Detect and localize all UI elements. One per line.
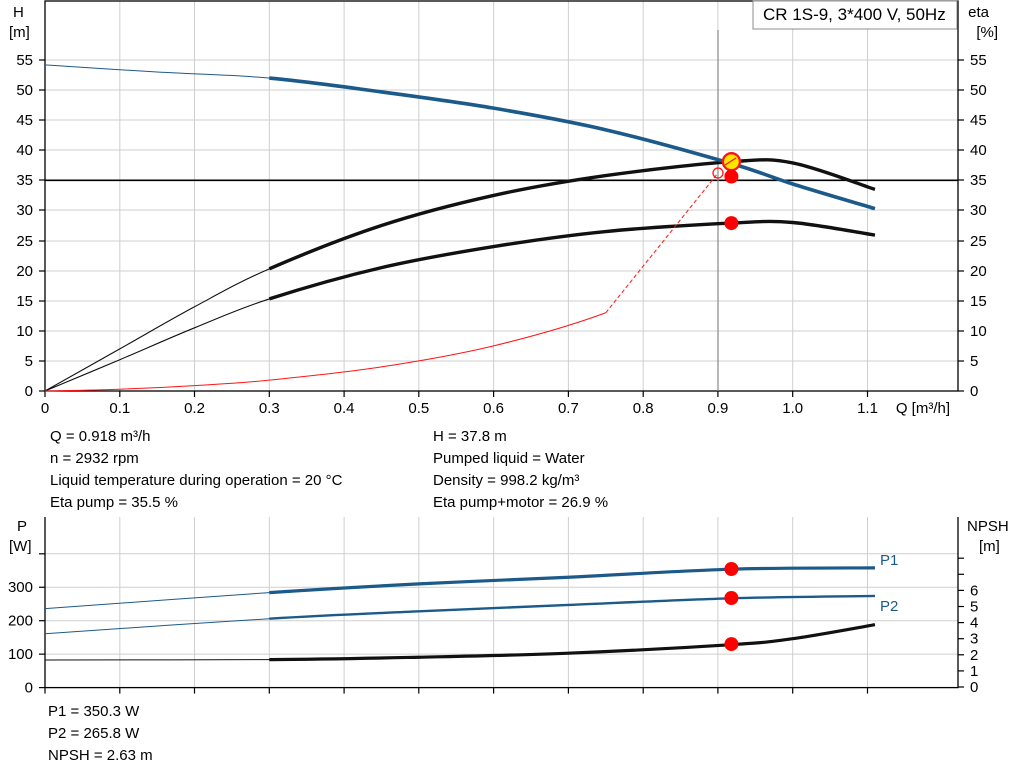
svg-text:1.0: 1.0 (782, 400, 803, 417)
svg-text:15: 15 (970, 293, 987, 310)
svg-text:1: 1 (970, 663, 978, 680)
svg-text:55: 55 (970, 52, 987, 69)
svg-text:0: 0 (41, 400, 49, 417)
svg-text:35: 35 (970, 172, 987, 189)
svg-text:40: 40 (16, 142, 33, 159)
svg-text:0: 0 (25, 383, 33, 400)
svg-text:35: 35 (16, 172, 33, 189)
svg-text:10: 10 (970, 323, 987, 340)
svg-text:0: 0 (970, 383, 978, 400)
svg-text:45: 45 (970, 112, 987, 129)
svg-text:20: 20 (16, 263, 33, 280)
svg-text:P: P (17, 518, 27, 535)
svg-text:10: 10 (16, 323, 33, 340)
svg-text:3: 3 (970, 631, 978, 648)
svg-text:[m]: [m] (979, 538, 1000, 555)
svg-text:20: 20 (970, 263, 987, 280)
svg-text:Q [m³/h]: Q [m³/h] (896, 400, 950, 417)
svg-text:2: 2 (970, 647, 978, 664)
svg-text:0.9: 0.9 (707, 400, 728, 417)
svg-text:0: 0 (970, 679, 978, 696)
svg-text:[%]: [%] (976, 24, 998, 41)
svg-text:0.5: 0.5 (408, 400, 429, 417)
svg-text:[m]: [m] (9, 24, 30, 41)
svg-text:4: 4 (970, 615, 978, 632)
svg-text:300: 300 (8, 579, 33, 596)
svg-text:15: 15 (16, 293, 33, 310)
svg-text:55: 55 (16, 52, 33, 69)
svg-text:0.1: 0.1 (109, 400, 130, 417)
svg-text:0.8: 0.8 (633, 400, 654, 417)
svg-text:0.4: 0.4 (334, 400, 355, 417)
svg-text:0: 0 (25, 679, 33, 696)
svg-text:NPSH: NPSH (967, 518, 1009, 535)
svg-text:P1: P1 (880, 552, 898, 569)
svg-text:30: 30 (970, 202, 987, 219)
svg-text:30: 30 (16, 202, 33, 219)
svg-text:0.7: 0.7 (558, 400, 579, 417)
svg-text:45: 45 (16, 112, 33, 129)
svg-text:100: 100 (8, 646, 33, 663)
svg-text:50: 50 (16, 82, 33, 99)
svg-text:6: 6 (970, 582, 978, 599)
svg-text:40: 40 (970, 142, 987, 159)
svg-text:50: 50 (970, 82, 987, 99)
svg-text:[W]: [W] (9, 538, 32, 555)
svg-text:0.2: 0.2 (184, 400, 205, 417)
svg-text:eta: eta (968, 4, 990, 21)
svg-text:0.3: 0.3 (259, 400, 280, 417)
svg-text:0.6: 0.6 (483, 400, 504, 417)
svg-text:25: 25 (16, 233, 33, 250)
svg-text:25: 25 (970, 233, 987, 250)
svg-text:CR 1S-9, 3*400 V, 50Hz: CR 1S-9, 3*400 V, 50Hz (763, 5, 946, 24)
svg-text:H: H (13, 4, 24, 21)
svg-text:5: 5 (25, 353, 33, 370)
svg-text:200: 200 (8, 613, 33, 630)
svg-text:1.1: 1.1 (857, 400, 878, 417)
svg-text:5: 5 (970, 599, 978, 616)
svg-text:5: 5 (970, 353, 978, 370)
svg-text:P2: P2 (880, 598, 898, 615)
